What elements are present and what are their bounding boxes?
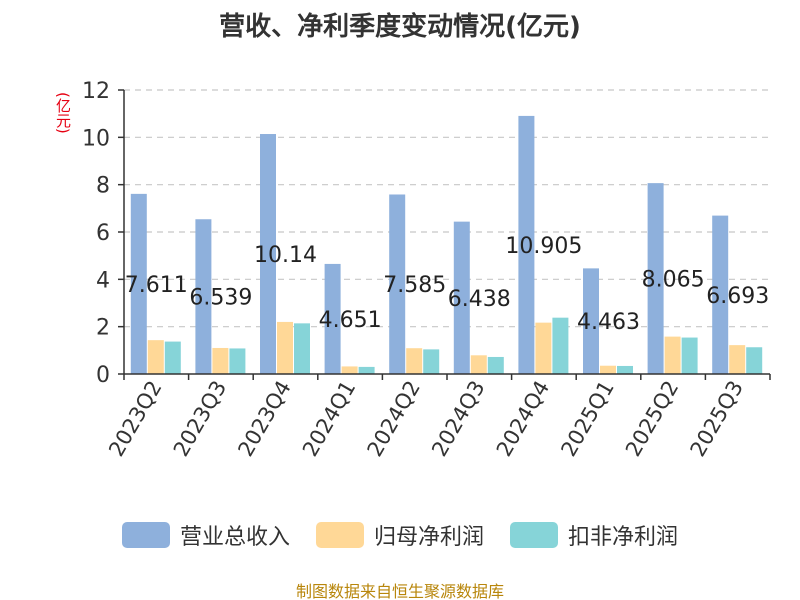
bar xyxy=(487,356,504,374)
bar xyxy=(746,347,763,374)
bar xyxy=(552,317,569,374)
bar xyxy=(195,219,212,374)
y-axis-unit: (亿元) xyxy=(54,92,72,134)
data-label: 6.539 xyxy=(189,286,252,311)
legend-swatch xyxy=(510,522,558,548)
legend-label: 归母净利润 xyxy=(373,525,484,550)
x-tick-label: 2023Q2 xyxy=(104,377,166,461)
bar xyxy=(147,340,164,374)
y-tick-label: 10 xyxy=(82,126,110,151)
bar xyxy=(130,193,147,374)
legend: 营业总收入 归母净利润 扣非净利润 xyxy=(0,519,800,551)
bar xyxy=(470,355,487,374)
bar xyxy=(617,365,633,374)
bar xyxy=(229,348,246,374)
legend-swatch xyxy=(315,522,364,548)
data-label: 4.463 xyxy=(577,310,640,335)
bar xyxy=(518,115,535,374)
data-label: 8.065 xyxy=(642,268,705,293)
data-label: 10.905 xyxy=(505,234,582,259)
bar xyxy=(681,337,698,374)
bar xyxy=(729,345,746,374)
y-tick-label: 6 xyxy=(96,221,110,246)
data-label: 6.438 xyxy=(448,287,511,312)
data-label: 6.693 xyxy=(706,284,769,309)
y-tick-label: 4 xyxy=(96,268,110,293)
y-tick-label: 2 xyxy=(96,316,110,341)
y-tick-label: 12 xyxy=(82,79,110,104)
bar xyxy=(453,221,470,374)
x-tick-label: 2024Q2 xyxy=(363,377,425,461)
x-tick-label: 2024Q1 xyxy=(298,377,360,461)
x-tick-label: 2024Q4 xyxy=(492,377,554,461)
bar xyxy=(600,365,616,374)
data-label: 7.611 xyxy=(125,273,188,298)
legend-swatch xyxy=(121,522,170,548)
bar xyxy=(647,183,664,374)
bar xyxy=(406,348,423,374)
x-tick-label: 2025Q3 xyxy=(686,377,748,461)
legend-label: 营业总收入 xyxy=(179,525,290,550)
bar xyxy=(260,134,276,374)
legend-label: 扣非净利润 xyxy=(568,525,679,550)
data-label: 4.651 xyxy=(319,308,382,333)
x-tick-label: 2025Q1 xyxy=(556,377,618,461)
bar xyxy=(535,322,552,374)
bar xyxy=(341,366,358,374)
bar xyxy=(423,349,440,374)
x-tick-label: 2023Q3 xyxy=(169,377,231,461)
bar xyxy=(358,366,375,374)
bar xyxy=(324,263,341,374)
source-note: 制图数据来自恒生聚源数据库 xyxy=(295,582,504,600)
legend-item[interactable]: 营业总收入 xyxy=(121,519,290,551)
data-label: 10.14 xyxy=(254,243,317,268)
bar xyxy=(212,347,229,374)
x-tick-label: 2025Q2 xyxy=(621,377,683,461)
bar xyxy=(294,323,310,374)
bar xyxy=(583,268,599,374)
bar xyxy=(664,336,681,374)
bar xyxy=(164,341,181,374)
legend-item[interactable]: 扣非净利润 xyxy=(510,519,678,551)
x-tick-label: 2023Q4 xyxy=(233,377,295,461)
bar xyxy=(712,215,729,374)
y-tick-label: 0 xyxy=(96,363,110,388)
chart-title: 营收、净利季度变动情况(亿元) xyxy=(219,12,581,42)
y-tick-label: 8 xyxy=(96,174,110,199)
bar xyxy=(389,194,406,374)
legend-item[interactable]: 归母净利润 xyxy=(315,519,484,551)
data-label: 7.585 xyxy=(383,273,446,298)
bar xyxy=(277,321,293,374)
x-tick-label: 2024Q3 xyxy=(427,377,489,461)
